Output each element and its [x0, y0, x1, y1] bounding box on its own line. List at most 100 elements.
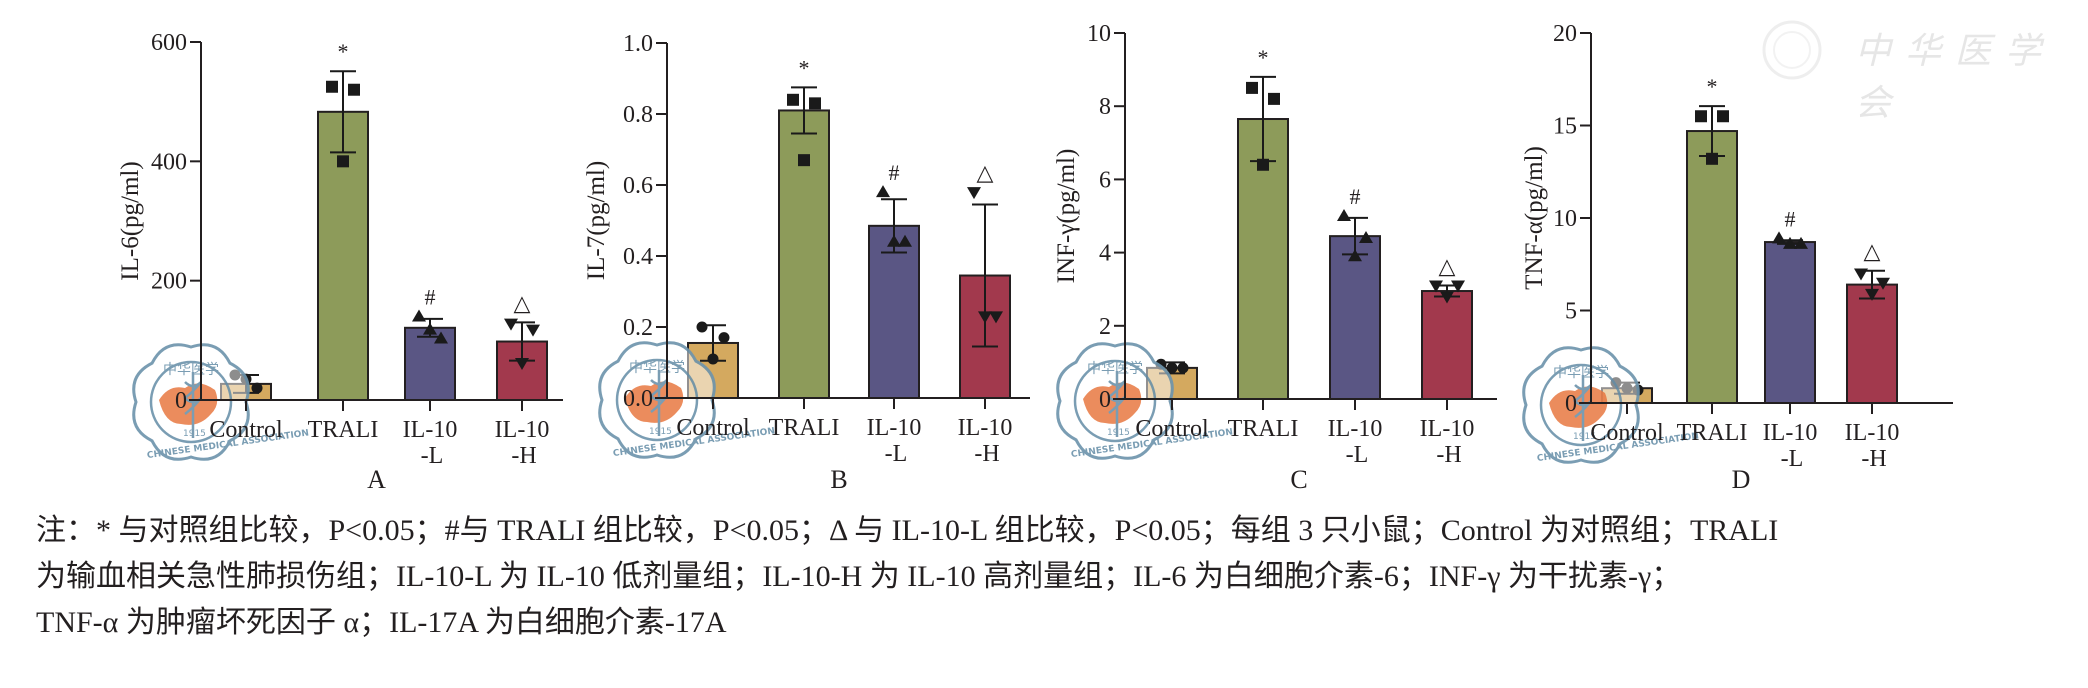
y-tick-label: 15: [1553, 114, 1577, 140]
logo-map-shape: [625, 381, 684, 423]
data-point: [1717, 110, 1729, 123]
data-point: [423, 322, 437, 335]
bar-il-10-l: [404, 326, 456, 402]
data-point: [1268, 92, 1280, 105]
y-tick-label: 400: [151, 149, 187, 175]
note-line-1: 注：* 与对照组比较，P<0.05；#与 TRALI 组比较，P<0.05；Δ …: [36, 514, 1779, 547]
logo-year-text: 1915: [1573, 432, 1596, 442]
x-tick-label: TRALI: [769, 415, 840, 441]
logo-inner-ring: [1539, 363, 1623, 447]
note-line-3: TNF-α 为肿瘤坏死因子 α；IL-17A 为白细胞介素-17A: [36, 606, 727, 639]
logo-map-shape: [1549, 386, 1608, 428]
significance-mark: #: [1350, 184, 1361, 209]
x-tick-label: -H: [511, 443, 536, 469]
panel-label: B: [830, 465, 847, 494]
x-tick-label: -L: [885, 441, 908, 467]
bar-il-10-l: [1764, 241, 1816, 404]
data-point: [1772, 231, 1786, 244]
y-tick-label: 5: [1565, 299, 1577, 325]
data-point: [1257, 158, 1269, 171]
logo-staff-symbol: [649, 370, 668, 436]
data-point: [326, 80, 338, 93]
significance-mark: *: [799, 55, 810, 80]
x-tick-label: IL-10: [1763, 420, 1818, 446]
x-tick-label: Control: [1135, 416, 1209, 442]
data-point: [1246, 81, 1258, 94]
data-point: [504, 318, 518, 331]
data-point: [412, 309, 426, 322]
logo-staff-symbol: [183, 372, 202, 438]
data-point: [526, 324, 540, 337]
y-axis-title: INF-γ(pg/ml): [1053, 149, 1080, 284]
data-point: [1166, 362, 1178, 374]
data-point: [898, 234, 912, 247]
x-tick-label: -H: [974, 441, 999, 467]
data-point: [989, 311, 1003, 324]
y-tick-label: 600: [151, 30, 187, 56]
x-tick-label: TRALI: [1228, 416, 1299, 442]
y-tick-label: 10: [1553, 206, 1577, 232]
logo-year-text: 1915: [649, 427, 672, 437]
data-point: [876, 185, 890, 198]
significance-mark: △: [514, 290, 531, 315]
watermark-text: 中华医学会: [1855, 31, 2056, 124]
data-point: [887, 234, 901, 247]
bar-il-10-l: [868, 224, 920, 399]
data-point: [1337, 209, 1351, 221]
logo-cn-text: 中华医学: [629, 360, 685, 376]
logo-cn-text: 中华医学: [163, 362, 219, 378]
y-tick-label: 0: [1565, 391, 1577, 417]
data-point: [1451, 280, 1465, 293]
panel-label: D: [1732, 465, 1751, 494]
data-point: [1440, 291, 1454, 304]
data-point: [1348, 249, 1362, 262]
data-point: [798, 154, 810, 167]
x-tick-label: -L: [1346, 442, 1369, 468]
data-point: [967, 187, 981, 200]
logo-inner-ring: [1073, 359, 1157, 443]
logo-cn-text: 中华医学: [1087, 361, 1143, 377]
significance-mark: #: [1785, 206, 1796, 231]
y-axis-title: TNF-α(pg/ml): [1521, 146, 1548, 290]
y-tick-label: 0: [1099, 387, 1111, 413]
x-tick-label: TRALI: [308, 417, 379, 443]
y-tick-label: 8: [1099, 94, 1111, 120]
data-point: [1359, 230, 1373, 243]
y-tick-label: 200: [151, 269, 187, 295]
logo-staff-symbol: [1107, 371, 1126, 437]
watermark-seal-inner: [1773, 31, 1811, 69]
significance-mark: *: [338, 39, 349, 64]
x-tick-label: IL-10: [495, 417, 550, 443]
x-tick-label: IL-10: [1328, 416, 1383, 442]
figure: * # △ 中华医学 1915 CHINESE MEDICAL ASSOCIATION 0 2…: [117, 20, 2056, 494]
x-tick-label: IL-10: [1845, 420, 1900, 446]
y-tick-label: 6: [1099, 167, 1111, 193]
watermark-seal-ring: [1762, 20, 1822, 80]
x-tick-label: Control: [676, 415, 750, 441]
data-point: [1783, 236, 1797, 249]
x-tick-label: Control: [1590, 420, 1664, 446]
significance-mark: △: [1439, 254, 1456, 279]
figure-note: 注：* 与对照组比较，P<0.05；#与 TRALI 组比较，P<0.05；Δ …: [36, 508, 2066, 646]
x-tick-label: Control: [209, 417, 283, 443]
data-point: [1177, 362, 1189, 374]
data-point: [1429, 280, 1443, 293]
y-axis-title: IL-7(pg/ml): [583, 161, 610, 280]
logo-map-shape: [1083, 382, 1142, 424]
x-tick-label: TRALI: [1677, 420, 1748, 446]
data-point: [434, 331, 448, 344]
data-point: [696, 321, 708, 333]
significance-mark: #: [889, 160, 900, 185]
x-tick-label: -L: [421, 443, 444, 469]
y-tick-label: 0.0: [623, 386, 653, 412]
watermark-seal-icon: [1762, 20, 1822, 80]
x-tick-label: IL-10: [958, 415, 1013, 441]
data-point: [1876, 277, 1890, 290]
panel-label: C: [1290, 465, 1307, 494]
data-point: [809, 97, 821, 110]
panel-label: A: [367, 465, 386, 494]
